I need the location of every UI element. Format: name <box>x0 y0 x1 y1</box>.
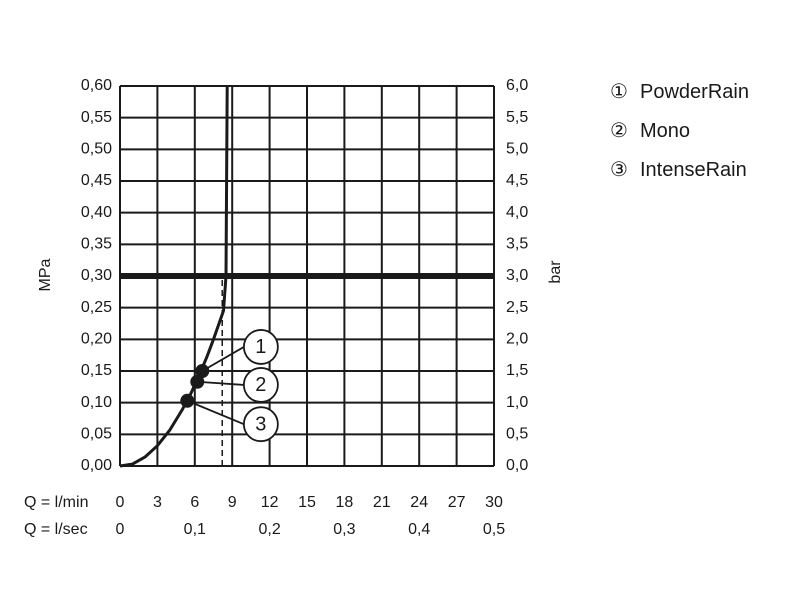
x-lpm-axis-title: Q = l/min <box>24 494 88 511</box>
legend-symbol: ① <box>610 81 628 103</box>
callout-leader <box>201 346 245 372</box>
y-left-tick-label: 0,15 <box>81 362 112 379</box>
y-right-tick-label: 0,0 <box>506 457 528 474</box>
y-right-tick-label: 5,5 <box>506 109 528 126</box>
x-lps-tick-label: 0,4 <box>408 521 430 538</box>
y-right-tick-label: 3,5 <box>506 236 528 253</box>
y-left-axis-title: MPa <box>37 258 54 291</box>
legend-symbol: ② <box>610 120 628 142</box>
legend: ① PowderRain ② Mono ③ IntenseRain <box>610 82 749 199</box>
y-left-tick-label: 0,60 <box>81 77 112 94</box>
x-lpm-tick-label: 15 <box>298 494 316 511</box>
x-lpm-tick-label: 27 <box>448 494 466 511</box>
x-lpm-tick-label: 3 <box>153 494 162 511</box>
y-left-tick-label: 0,40 <box>81 204 112 221</box>
reference-line-layer <box>120 273 494 466</box>
points-layer: 1 2 3 <box>180 329 279 443</box>
callout-leader <box>186 399 245 426</box>
tick-labels-layer: 0,000,050,100,150,200,250,300,350,400,45… <box>81 77 528 538</box>
x-lpm-tick-label: 24 <box>410 494 428 511</box>
legend-label: PowderRain <box>640 81 749 103</box>
x-lpm-tick-label: 6 <box>190 494 199 511</box>
y-left-tick-label: 0,55 <box>81 109 112 126</box>
x-lps-tick-label: 0,5 <box>483 521 505 538</box>
callout-label: 3 <box>255 413 266 435</box>
y-left-tick-label: 0,30 <box>81 267 112 284</box>
x-lps-axis-title: Q = l/sec <box>24 521 88 538</box>
callout-label: 2 <box>255 374 266 396</box>
callout-circle <box>242 329 279 365</box>
legend-item-intenserain: ③ IntenseRain <box>610 160 749 180</box>
y-right-tick-label: 5,0 <box>506 141 528 158</box>
y-left-tick-label: 0,45 <box>81 172 112 189</box>
legend-label: Mono <box>640 120 691 142</box>
y-left-tick-label: 0,50 <box>81 141 112 158</box>
y-right-tick-label: 3,0 <box>506 267 528 284</box>
x-lpm-tick-label: 18 <box>336 494 354 511</box>
y-left-tick-label: 0,35 <box>81 236 112 253</box>
y-left-tick-label: 0,25 <box>81 299 112 316</box>
data-point <box>180 393 195 408</box>
x-lps-tick-label: 0 <box>116 521 125 538</box>
callout-leader <box>197 380 244 386</box>
y-right-tick-label: 2,5 <box>506 299 528 316</box>
y-left-tick-label: 0,20 <box>81 331 112 348</box>
x-lpm-tick-label: 30 <box>485 494 503 511</box>
data-point <box>195 364 210 378</box>
callout-label: 1 <box>255 336 266 358</box>
y-right-tick-label: 2,0 <box>506 331 528 348</box>
y-right-tick-label: 0,5 <box>506 426 528 443</box>
legend-label: IntenseRain <box>640 159 747 181</box>
y-right-tick-label: 1,0 <box>506 394 528 411</box>
callout-circle <box>242 406 279 443</box>
y-right-tick-label: 4,5 <box>506 172 528 189</box>
y-right-tick-label: 1,5 <box>506 362 528 379</box>
y-right-tick-label: 6,0 <box>506 77 528 94</box>
x-lpm-tick-label: 12 <box>261 494 279 511</box>
legend-symbol: ③ <box>610 159 628 181</box>
y-left-tick-label: 0,10 <box>81 394 112 411</box>
y-right-axis-title: bar <box>547 260 564 284</box>
y-left-tick-label: 0,05 <box>81 426 112 443</box>
x-lpm-tick-label: 0 <box>116 494 125 511</box>
y-left-tick-label: 0,00 <box>81 457 112 474</box>
y-right-tick-label: 4,0 <box>506 204 528 221</box>
legend-item-mono: ② Mono <box>610 121 749 141</box>
data-point <box>190 374 205 389</box>
x-lps-tick-label: 0,2 <box>258 521 280 538</box>
x-lpm-tick-label: 9 <box>228 494 237 511</box>
legend-item-powderrain: ① PowderRain <box>610 82 749 102</box>
callout-circle <box>242 367 279 403</box>
x-lpm-tick-label: 21 <box>373 494 391 511</box>
x-lps-tick-label: 0,1 <box>184 521 206 538</box>
x-lps-tick-label: 0,3 <box>333 521 355 538</box>
